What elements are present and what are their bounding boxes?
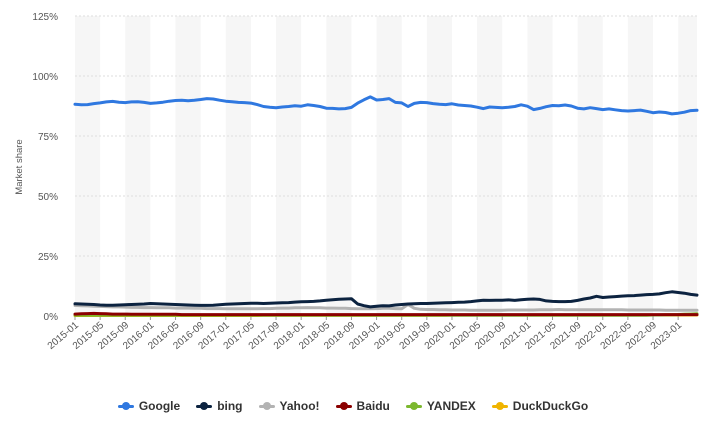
series-line-baidu [73,311,699,317]
y-tick-label: 0% [44,312,59,323]
legend-item-yahoo[interactable]: Yahoo! [258,399,320,413]
legend-marker-icon [491,401,508,411]
legend-label: bing [217,399,243,413]
background-band [225,16,251,316]
legend-item-yandex[interactable]: YANDEX [405,399,476,413]
series-line-yahoo [73,303,699,312]
legend-item-baidu[interactable]: Baidu [335,399,390,413]
background-band [175,16,201,316]
y-axis-ticks: 0% 25% 50% 75% 100% 125% [32,12,58,323]
background-band [527,16,553,316]
background-band [326,16,352,316]
background-band [627,16,654,316]
background-band [577,16,603,316]
background-band [376,16,402,316]
y-tick-label: 125% [32,12,58,23]
series-line-google [73,95,699,116]
y-axis-title: Market share [14,139,25,194]
legend-label: Google [138,399,181,413]
background-band [276,16,302,316]
legend-marker-icon [196,401,213,411]
background-bands [75,16,697,316]
legend-item-bing[interactable]: bing [196,399,243,413]
background-band [426,16,452,316]
series-lines [73,95,699,317]
x-axis-ticks: 2015-012015-052015-092016-012016-052016-… [46,316,684,352]
background-band [75,16,101,316]
legend-item-google[interactable]: Google [117,399,181,413]
y-tick-label: 50% [38,192,58,203]
legend-marker-icon [335,401,352,411]
legend-marker-icon [117,401,134,411]
line-chart: 0% 25% 50% 75% 100% 125% 2015-012015-052015-0… [14,12,699,352]
legend-label: DuckDuckGo [512,399,589,413]
background-band [678,16,697,316]
series-line-bing [73,290,699,309]
background-band [477,16,503,316]
legend-item-duckduckgo[interactable]: DuckDuckGo [491,399,589,413]
legend: Google bing Yahoo! Baidu YANDEX DuckDuckGo [0,396,706,416]
legend-label: Yahoo! [279,399,320,413]
legend-label: YANDEX [426,399,476,413]
y-tick-label: 100% [32,72,58,83]
y-tick-label: 75% [38,132,58,143]
legend-marker-icon [405,401,422,411]
legend-label: Baidu [356,399,390,413]
y-tick-label: 25% [38,252,58,263]
background-band [125,16,151,316]
legend-marker-icon [258,401,275,411]
